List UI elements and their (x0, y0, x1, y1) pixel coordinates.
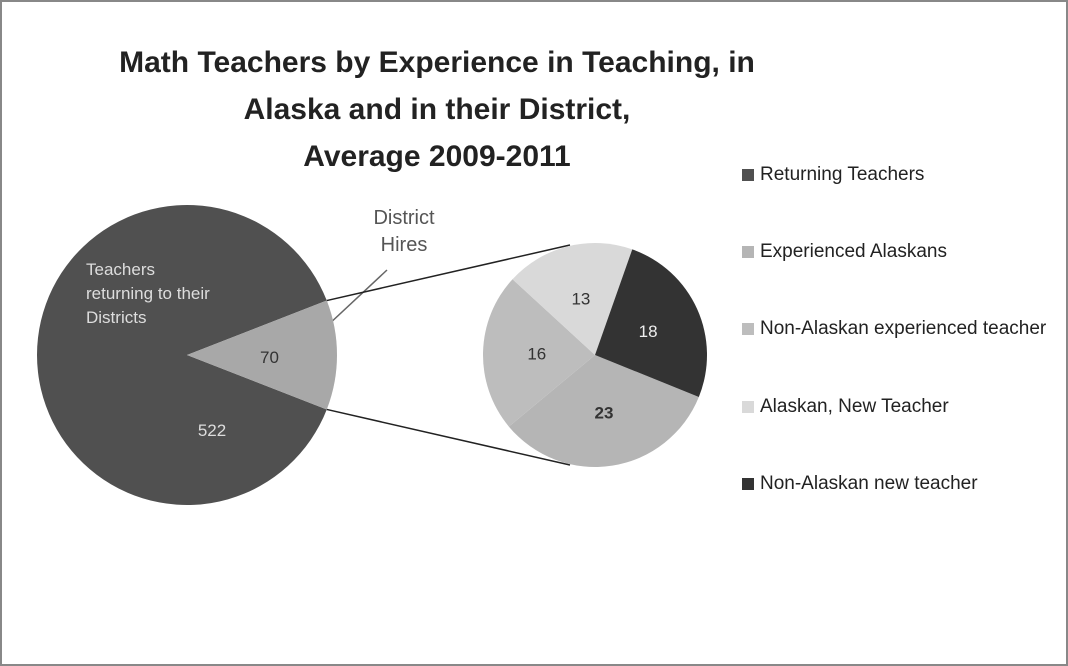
legend-swatch (742, 169, 754, 181)
legend-swatch (742, 478, 754, 490)
connector (326, 244, 571, 302)
legend-swatch (742, 246, 754, 258)
pie-slice (512, 243, 633, 355)
legend-entry: Non-Alaskan experienced teacher (742, 316, 1066, 342)
connector (326, 408, 571, 466)
chart-title: Alaska and in their District, (243, 93, 631, 126)
chart-title: Math Teachers by Experience in Teaching,… (119, 46, 755, 79)
data-label: 23 (595, 404, 614, 423)
pie-slice (37, 205, 327, 506)
data-label: 70 (260, 348, 279, 367)
chart-title: Average 2009-2011 (303, 140, 571, 173)
legend-entry: Returning Teachers (742, 162, 1066, 188)
data-label: 522 (198, 421, 226, 440)
category-label: District Hires (373, 207, 435, 256)
category-label: Teachers returning to their Districts (86, 260, 210, 327)
pie-slice (508, 355, 699, 467)
legend-swatch (742, 323, 754, 335)
data-label: 18 (639, 322, 658, 341)
pie-slice (482, 279, 595, 427)
data-label: 13 (571, 289, 590, 308)
pie-slice (595, 249, 707, 397)
data-label: 16 (527, 345, 546, 364)
pie-slice (187, 300, 337, 410)
legend-entry: Non-Alaskan new teacher (742, 471, 1066, 497)
legend-swatch (742, 401, 754, 413)
legend-entry: Experienced Alaskans (742, 239, 1066, 265)
legend-entry: Alaskan, New Teacher (742, 394, 1066, 420)
